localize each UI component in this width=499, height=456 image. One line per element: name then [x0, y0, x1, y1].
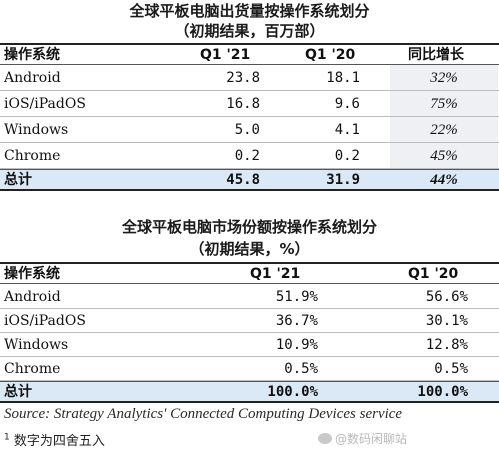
- table-row: Chrome 0.2 0.2 45%: [0, 143, 499, 169]
- header-q121: Q1 '21: [200, 47, 251, 63]
- table-row: Android 51.9% 56.6%: [0, 285, 499, 309]
- total-q121: 45.8: [226, 172, 260, 188]
- q121-value: 10.9%: [275, 337, 318, 353]
- os-name: iOS/iPadOS: [4, 313, 86, 329]
- q120-value: 0.2: [334, 148, 360, 164]
- header-os: 操作系统: [4, 47, 60, 63]
- watermark: @数码闲聊站: [318, 430, 407, 447]
- table-row: Android 23.8 18.1 32%: [0, 65, 499, 91]
- table1-header-row: 操作系统 Q1 '21 Q1 '20 同比增长: [0, 43, 499, 65]
- table2-subtitle: （初期结果，%）: [189, 240, 310, 258]
- table-row: iOS/iPadOS 36.7% 30.1%: [0, 309, 499, 333]
- header-os: 操作系统: [4, 266, 60, 282]
- yoy-value: 75%: [430, 96, 458, 112]
- table1-subtitle: （初期结果，百万部）: [174, 22, 325, 40]
- table2-title: 全球平板电脑市场份额按操作系统划分: [121, 218, 377, 236]
- yoy-value: 45%: [430, 148, 458, 164]
- q121-value: 16.8: [226, 96, 260, 112]
- weibo-icon: [318, 433, 332, 444]
- yoy-value: 32%: [430, 70, 458, 86]
- q120-value: 30.1%: [425, 313, 468, 329]
- q120-value: 9.6: [334, 96, 360, 112]
- header-q121: Q1 '21: [250, 266, 301, 282]
- table2-total-row: 总计 100.0% 100.0%: [0, 381, 499, 403]
- total-q121: 100.0%: [267, 384, 318, 400]
- q120-value: 12.8%: [425, 337, 468, 353]
- total-yoy: 44%: [430, 172, 458, 188]
- os-name: Chrome: [4, 361, 61, 377]
- table1-total-row: 总计 45.8 31.9 44%: [0, 169, 499, 191]
- os-name: Android: [4, 289, 61, 305]
- footnote-text: 数字为四舍五入: [13, 434, 105, 449]
- q121-value: 5.0: [234, 122, 260, 138]
- q121-value: 36.7%: [275, 313, 318, 329]
- table1-title: 全球平板电脑出货量按操作系统划分: [129, 2, 370, 20]
- table-row: Windows 10.9% 12.8%: [0, 333, 499, 357]
- table-row: Windows 5.0 4.1 22%: [0, 117, 499, 143]
- total-label: 总计: [4, 384, 32, 400]
- q120-value: 18.1: [326, 70, 360, 86]
- total-q120: 100.0%: [417, 384, 468, 400]
- header-q120: Q1 '20: [408, 266, 459, 282]
- total-q120: 31.9: [326, 172, 360, 188]
- yoy-value: 22%: [430, 122, 458, 138]
- q120-value: 0.5%: [434, 361, 468, 377]
- header-q120: Q1 '20: [305, 47, 356, 63]
- q120-value: 56.6%: [425, 289, 468, 305]
- q121-value: 0.2: [234, 148, 260, 164]
- q121-value: 23.8: [226, 70, 260, 86]
- table2-header-row: 操作系统 Q1 '21 Q1 '20: [0, 262, 499, 284]
- os-name: iOS/iPadOS: [4, 96, 86, 112]
- footnote: 1 数字为四舍五入: [4, 430, 105, 449]
- table-row: iOS/iPadOS 16.8 9.6 75%: [0, 91, 499, 117]
- q121-value: 0.5%: [284, 361, 318, 377]
- source-text: Source: Strategy Analytics' Connected Co…: [4, 406, 403, 422]
- total-label: 总计: [4, 172, 32, 188]
- os-name: Chrome: [4, 148, 61, 164]
- os-name: Windows: [4, 337, 69, 353]
- os-name: Windows: [4, 122, 69, 138]
- os-name: Android: [4, 70, 61, 86]
- footnote-marker: 1: [4, 432, 10, 443]
- q120-value: 4.1: [334, 122, 360, 138]
- watermark-text: @数码闲聊站: [335, 432, 408, 446]
- table-row: Chrome 0.5% 0.5%: [0, 357, 499, 381]
- q121-value: 51.9%: [275, 289, 318, 305]
- header-yoy: 同比增长: [408, 47, 464, 63]
